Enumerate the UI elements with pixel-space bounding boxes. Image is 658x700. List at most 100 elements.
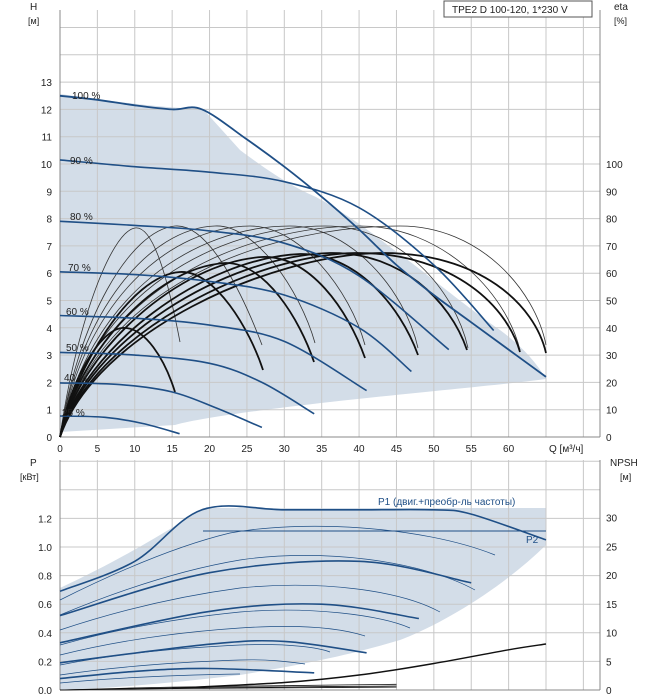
eta-axis-unit: [%] <box>614 16 627 26</box>
eta-tick-label: 70 <box>606 242 618 253</box>
eta-tick-label: 10 <box>606 406 618 417</box>
eta-tick-label: 80 <box>606 215 618 226</box>
p1-label: P1 (двиг.+преобр-ль частоты) <box>378 496 515 508</box>
npsh-line <box>172 643 547 689</box>
head-curve-25 <box>59 415 180 435</box>
power-curve-P1 <box>59 505 547 593</box>
bottom-operating-area <box>60 508 546 690</box>
eta-tick-label: 100 <box>606 160 623 171</box>
q-tick-label: 15 <box>167 444 179 455</box>
npsh-tick-label: 0 <box>606 686 612 697</box>
model-box <box>443 0 593 18</box>
power-curve-90 <box>59 560 472 617</box>
p-tick-label: 1.2 <box>38 514 52 525</box>
head-curve-80 <box>59 220 450 351</box>
power-curve-25 <box>59 667 315 680</box>
h-tick-label: 8 <box>46 215 52 226</box>
speed-label-70: 70 % <box>68 263 91 274</box>
bottom-chart: P [кВт] NPSH [м] P1 (двиг.+преобр-ль час… <box>20 458 638 697</box>
h-tick-label: 12 <box>41 105 53 116</box>
h-axis-label: H <box>30 2 37 13</box>
h-axis-unit: [м] <box>28 16 39 26</box>
head-curve-60 <box>59 314 368 392</box>
npsh-axis-unit: [м] <box>620 472 631 482</box>
head-curve-100 <box>59 94 547 378</box>
eta-tick-label: 60 <box>606 269 618 280</box>
speed-label-40: 40 % <box>64 373 87 384</box>
q-tick-label: 40 <box>354 444 366 455</box>
head-curve-50 <box>59 351 315 415</box>
q-tick-label: 20 <box>204 444 216 455</box>
q-tick-label: 5 <box>95 444 101 455</box>
head-curve-40 <box>59 382 263 429</box>
efficiency-arcs-thick <box>59 252 547 438</box>
head-curve-90 <box>59 159 495 332</box>
head-curves <box>59 94 547 435</box>
h-tick-label: 5 <box>46 297 52 308</box>
top-grid <box>60 10 600 437</box>
speed-label-80: 80 % <box>70 212 93 223</box>
q-tick-label: 35 <box>316 444 328 455</box>
bottom-ticks: 0.0 0.2 0.4 0.6 0.8 1.0 1.2 0 5 10 15 20 25 30 <box>38 514 617 698</box>
eta-tick-label: 30 <box>606 351 618 362</box>
npsh-tick-label: 25 <box>606 542 618 553</box>
h-tick-label: 2 <box>46 378 52 389</box>
speed-labels: 100 % 90 % 80 % 70 % 60 % 50 % 40 % 25 % <box>62 91 100 419</box>
q-tick-label: 45 <box>391 444 403 455</box>
eta-axis-label: eta <box>614 2 628 13</box>
eta-tick-label: 40 <box>606 324 618 335</box>
npsh-sub-line <box>59 683 397 691</box>
h-tick-label: 9 <box>46 187 52 198</box>
q-axis-label: Q [м³/ч] <box>549 444 584 455</box>
eta-tick-label: 0 <box>606 433 612 444</box>
q-tick-label: 25 <box>241 444 253 455</box>
speed-label-100: 100 % <box>72 91 100 102</box>
q-tick-label: 10 <box>129 444 141 455</box>
q-tick-label: 50 <box>428 444 440 455</box>
npsh-tick-label: 20 <box>606 571 618 582</box>
p-axis-label: P <box>30 458 37 469</box>
power-curves <box>59 505 547 680</box>
speed-label-60: 60 % <box>66 307 89 318</box>
h-tick-label: 1 <box>46 406 52 417</box>
speed-label-50: 50 % <box>66 343 89 354</box>
p2-label: P2 <box>526 535 539 546</box>
speed-label-25: 25 % <box>62 408 85 419</box>
q-tick-label: 60 <box>503 444 515 455</box>
npsh-tick-label: 5 <box>606 657 612 668</box>
h-tick-label: 0 <box>46 433 52 444</box>
q-tick-label: 30 <box>279 444 291 455</box>
npsh-axis-label: NPSH <box>610 458 638 469</box>
h-tick-label: 10 <box>41 160 53 171</box>
q-tick-label: 55 <box>466 444 478 455</box>
p-tick-label: 0.4 <box>38 629 52 640</box>
eta-tick-label: 90 <box>606 187 618 198</box>
npsh-sub-line <box>59 686 397 691</box>
h-tick-label: 11 <box>42 133 53 144</box>
top-chart: H [м] eta [%] TPE2 D 100-120, 1*230 V <box>28 0 628 455</box>
p-tick-label: 0.2 <box>38 657 52 668</box>
npsh-curve <box>59 643 547 691</box>
p-tick-label: 0.6 <box>38 600 52 611</box>
top-ticks: 0123456789101112130102030405060708090100… <box>41 78 623 455</box>
speed-label-90: 90 % <box>70 156 93 167</box>
h-tick-label: 13 <box>41 78 53 89</box>
q-tick-label: 0 <box>57 444 63 455</box>
h-tick-label: 7 <box>46 242 52 253</box>
eta-tick-label: 20 <box>606 378 618 389</box>
top-operating-area <box>60 94 546 432</box>
npsh-tick-label: 10 <box>606 629 618 640</box>
p-tick-label: 1.0 <box>38 543 52 554</box>
p-tick-label: 0.0 <box>38 686 52 697</box>
model-label: TPE2 D 100-120, 1*230 V <box>452 5 568 16</box>
power-curve-50 <box>59 639 367 664</box>
npsh-tick-label: 15 <box>606 600 618 611</box>
eta-tick-label: 50 <box>606 297 618 308</box>
npsh-tick-label: 30 <box>606 514 618 525</box>
head-curve-70 <box>59 271 412 373</box>
h-tick-label: 3 <box>46 351 52 362</box>
h-tick-label: 4 <box>46 324 52 335</box>
p-axis-unit: [кВт] <box>20 472 39 482</box>
h-tick-label: 6 <box>46 269 52 280</box>
